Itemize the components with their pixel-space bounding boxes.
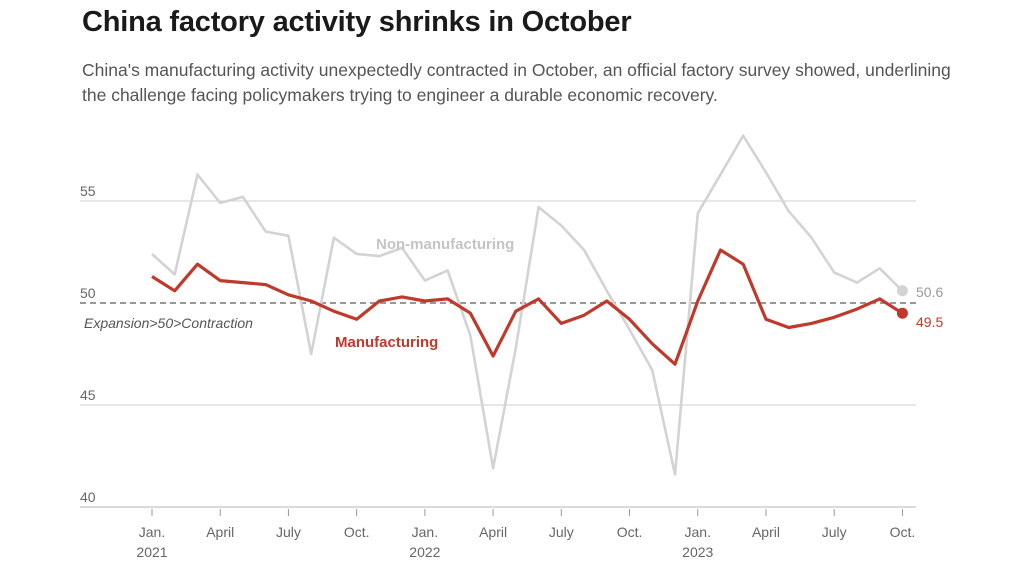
- manufacturing-end-label: 49.5: [916, 314, 943, 330]
- y-tick-label: 45: [80, 387, 96, 403]
- reference-line-label: Expansion>50>Contraction: [84, 315, 253, 331]
- non-manufacturing-end-marker: [896, 285, 908, 297]
- x-tick-label: April: [479, 524, 507, 540]
- y-tick-label: 50: [80, 285, 96, 301]
- x-tick-label: July: [822, 524, 847, 540]
- x-tick-label: April: [752, 524, 780, 540]
- manufacturing-points: [150, 248, 904, 366]
- non-manufacturing-line: [151, 134, 904, 476]
- manufacturing-series-label: Manufacturing: [335, 334, 438, 351]
- non-manufacturing-series-label: Non-manufacturing: [376, 236, 514, 253]
- x-tick-label: April: [206, 524, 234, 540]
- manufacturing-end-marker: [896, 307, 908, 319]
- y-tick-label: 55: [80, 183, 96, 199]
- x-axis: Jan. 2021 April July Oct. Jan. 2022 April July Oc…: [136, 509, 915, 560]
- chart-subtitle: China's manufacturing activity unexpecte…: [82, 60, 951, 105]
- y-tick-label: 40: [80, 489, 96, 505]
- x-tick-label: Jan.: [685, 524, 711, 540]
- chart-title: China factory activity shrinks in Octobe…: [82, 6, 632, 38]
- x-tick-label: Oct.: [890, 524, 916, 540]
- x-tick-label: July: [276, 524, 301, 540]
- x-tick-label: Oct.: [344, 524, 370, 540]
- x-tick-label: Oct.: [617, 524, 643, 540]
- x-tick-year-label: 2021: [136, 544, 167, 560]
- x-tick-label: Jan.: [139, 524, 165, 540]
- y-axis-labels: 55 50 45 40: [80, 183, 96, 505]
- manufacturing-line: [151, 248, 904, 366]
- x-tick-label: July: [549, 524, 574, 540]
- x-tick-year-label: 2023: [682, 544, 713, 560]
- x-tick-label: Jan.: [412, 524, 438, 540]
- x-tick-year-label: 2022: [409, 544, 440, 560]
- non-manufacturing-end-label: 50.6: [916, 284, 943, 300]
